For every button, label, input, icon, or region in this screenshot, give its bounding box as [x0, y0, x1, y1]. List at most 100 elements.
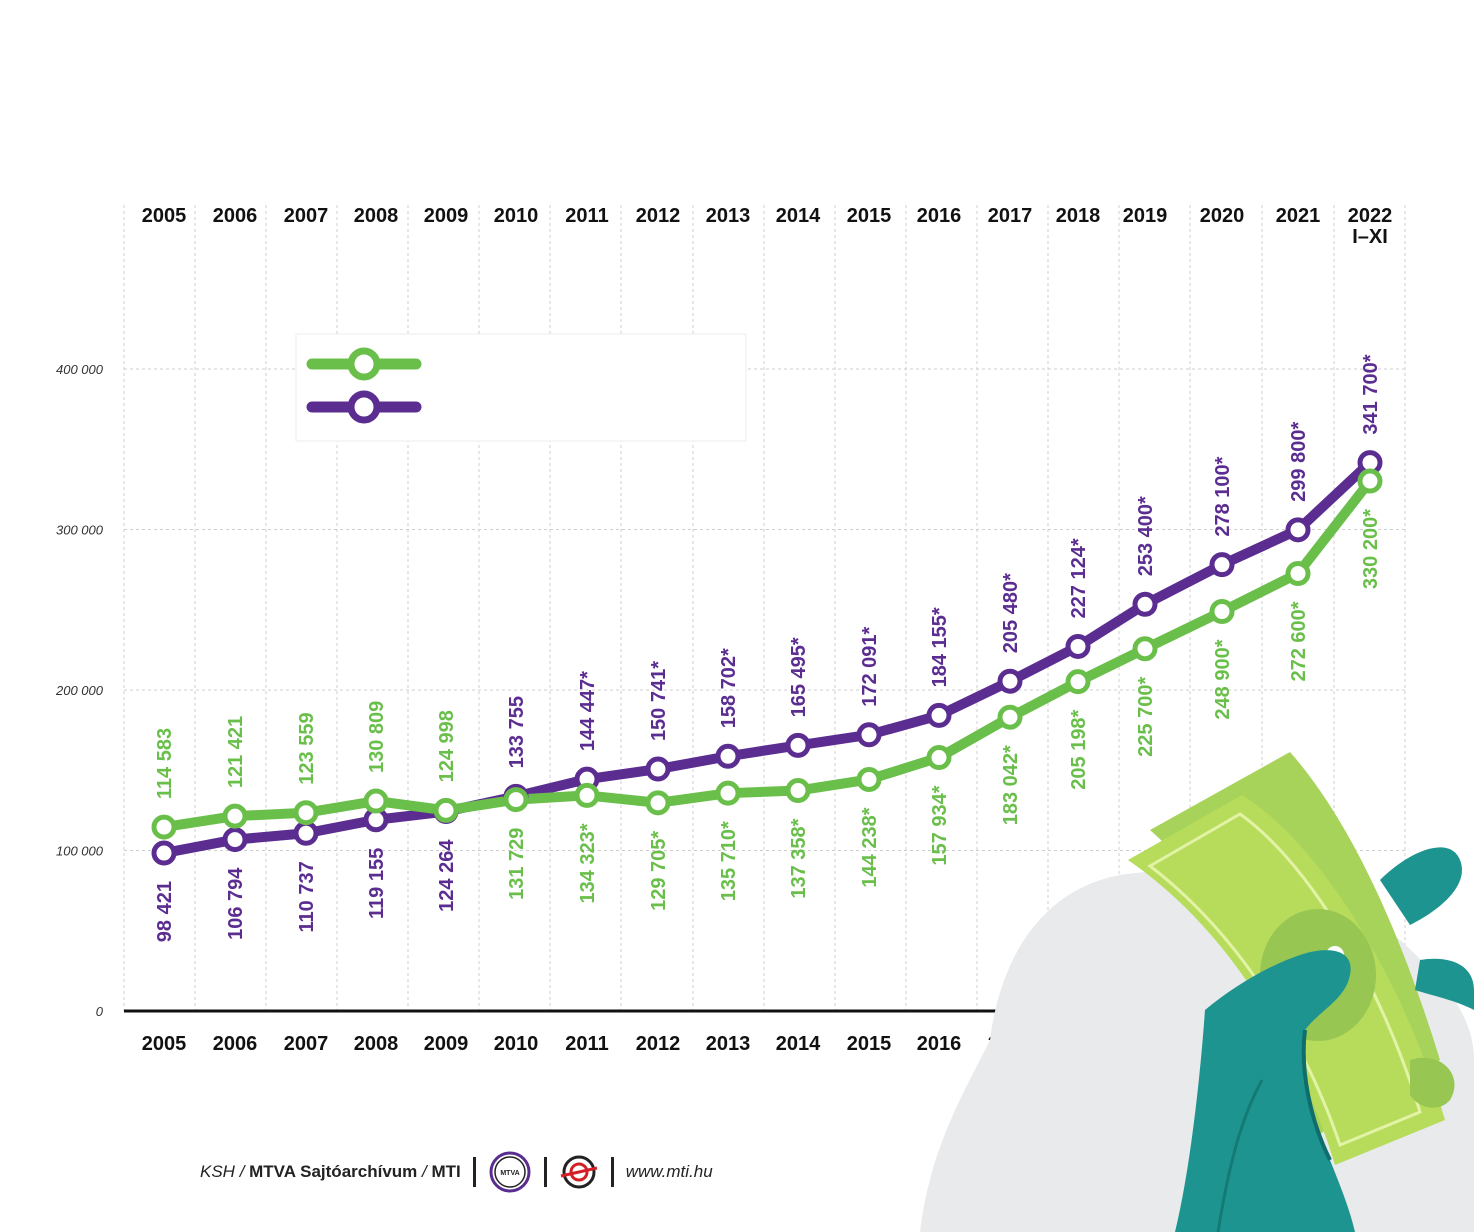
data-point: [222, 827, 248, 853]
separator: [543, 1157, 547, 1187]
data-label: 183 042*: [1000, 745, 1022, 825]
data-label: 119 155: [366, 848, 388, 919]
data-point: [222, 803, 248, 829]
data-label: 253 400*: [1135, 496, 1157, 576]
data-point: [785, 732, 811, 758]
data-label: 184 155*: [929, 607, 951, 687]
data-point: [433, 797, 459, 823]
data-point: [1132, 591, 1158, 617]
x-tick-label-bottom: 2016: [917, 1033, 962, 1055]
x-tick-label-top: 2016: [917, 205, 962, 227]
x-tick-sublabel: I–XI: [1352, 226, 1388, 248]
data-point: [926, 702, 952, 728]
x-tick-label-top: 2020: [1200, 205, 1245, 227]
x-tick-label-top: 2011: [565, 205, 608, 227]
legend: [295, 333, 747, 442]
data-point: [1357, 468, 1383, 494]
y-tick-label: 0: [96, 1004, 104, 1019]
x-tick-label-top: 2012: [636, 205, 681, 227]
x-tick-label-top: 2009: [424, 205, 469, 227]
x-tick-label-bottom: 2010: [494, 1033, 539, 1055]
y-tick-label: 300 000: [56, 523, 104, 538]
data-label: 341 700*: [1360, 354, 1382, 434]
data-point: [293, 800, 319, 826]
x-tick-label-bottom: 2014: [776, 1033, 821, 1055]
x-tick-label-bottom: 2012: [636, 1033, 681, 1055]
data-point: [574, 782, 600, 808]
x-tick-label-top: 2005: [142, 205, 187, 227]
x-tick-label-top: 2010: [494, 205, 539, 227]
x-tick-label-top: 2021: [1276, 205, 1321, 227]
y-axis: 0 100 000 200 000 300 000 400 000: [55, 362, 104, 1019]
data-point: [1065, 633, 1091, 659]
data-label: 248 900*: [1212, 639, 1234, 719]
x-tick-label-bottom: 2015: [847, 1033, 892, 1055]
data-point: [503, 787, 529, 813]
data-point: [1065, 669, 1091, 695]
data-label: 330 200*: [1360, 509, 1382, 589]
y-tick-label: 200 000: [55, 683, 104, 698]
x-tick-label-top: 2022: [1348, 205, 1393, 227]
data-label: 129 705*: [648, 831, 670, 911]
data-label: 144 238*: [859, 807, 881, 887]
y-tick-label: 100 000: [56, 844, 104, 859]
data-point: [997, 704, 1023, 730]
svg-text:MTVA: MTVA: [500, 1170, 519, 1177]
data-point: [926, 745, 952, 771]
source-credit: KSH / MTVA Sajtóarchívum / MTI: [200, 1162, 461, 1181]
x-tick-label-bottom: 2011: [565, 1033, 608, 1055]
data-label: 98 421: [154, 881, 176, 942]
website-link[interactable]: www.mti.hu: [625, 1162, 713, 1181]
x-tick-label-top: 2019: [1123, 205, 1168, 227]
data-point: [1209, 552, 1235, 578]
x-tick-label-bottom: 2008: [354, 1033, 399, 1055]
x-tick-label-top: 2015: [847, 205, 892, 227]
data-label: 278 100*: [1212, 456, 1234, 536]
separator: [472, 1157, 476, 1187]
data-label: 165 495*: [788, 637, 810, 717]
data-point: [645, 756, 671, 782]
x-tick-label-bottom: 2013: [706, 1033, 751, 1055]
x-tick-label-top: 2007: [284, 205, 329, 227]
x-tick-label-bottom: 2005: [142, 1033, 187, 1055]
x-tick-label-top: 2018: [1056, 205, 1101, 227]
x-tick-label-top: 2006: [213, 205, 258, 227]
data-point: [151, 814, 177, 840]
data-labels: 114 583 121 421 123 559 130 809 124 998 131 7…: [154, 354, 1382, 942]
x-axis-top: 2005 2006 2007 2008 2009 2010 2011 2012 2013 2014…: [142, 205, 1393, 248]
data-point: [1285, 560, 1311, 586]
data-label: 106 794: [225, 867, 247, 940]
x-tick-label-top: 2013: [706, 205, 751, 227]
data-point: [1285, 517, 1311, 543]
data-label: 144 447*: [577, 671, 599, 751]
mti-logo-icon: [560, 1155, 598, 1189]
data-point: [997, 668, 1023, 694]
y-tick-label: 400 000: [56, 362, 104, 377]
data-label: 121 421: [225, 716, 247, 788]
legend-marker-purple: [347, 390, 381, 424]
mtva-logo-icon: MTVA: [489, 1151, 531, 1193]
data-point: [363, 788, 389, 814]
data-point: [785, 778, 811, 804]
data-label: 150 741*: [648, 661, 670, 741]
footer: KSH / MTVA Sajtóarchívum / MTI MTVA www.…: [200, 1150, 713, 1194]
data-point: [856, 766, 882, 792]
data-label: 135 710*: [718, 821, 740, 901]
series-line: [159, 476, 1375, 833]
data-label: 124 264: [436, 839, 458, 912]
x-tick-label-bottom: 2007: [284, 1033, 329, 1055]
data-label: 123 559: [296, 712, 318, 784]
data-point: [645, 790, 671, 816]
data-point: [856, 722, 882, 748]
money-hand-illustration: [920, 752, 1474, 1232]
data-label: 124 998: [436, 710, 458, 782]
data-label: 114 583: [154, 728, 176, 799]
data-label: 205 480*: [1000, 573, 1022, 653]
x-tick-label-top: 2014: [776, 205, 821, 227]
chart-series: [151, 450, 1383, 866]
data-label: 133 755: [506, 696, 528, 768]
data-label: 158 702*: [718, 648, 740, 728]
data-label: 172 091*: [859, 626, 881, 706]
data-label: 205 198*: [1068, 709, 1090, 789]
